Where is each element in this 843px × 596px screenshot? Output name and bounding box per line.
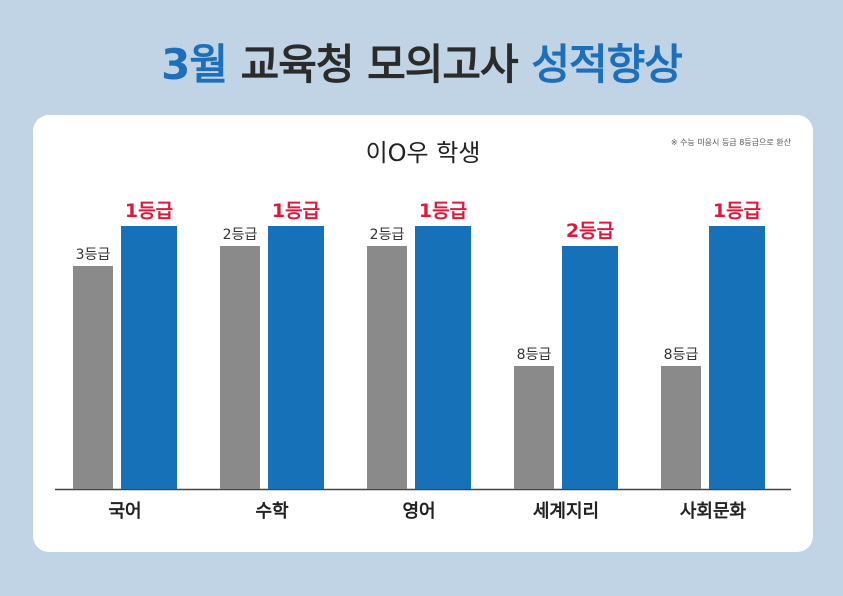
bar-after-1: [121, 226, 177, 489]
headline: 3월 교육청 모의고사 성적향상: [0, 38, 843, 92]
bar-after-4: [562, 246, 618, 489]
bar-before-5: [661, 366, 701, 489]
category-label-5: 사회문화: [680, 501, 747, 522]
headline-exam: 교육청 모의고사: [240, 40, 519, 89]
category-label-4: 세계지리: [533, 501, 599, 522]
label-after-1: 1등급: [125, 200, 173, 222]
label-before-4: 8등급: [517, 347, 552, 363]
label-after-5: 1등급: [713, 200, 761, 222]
category-label-1: 국어: [108, 501, 141, 522]
label-before-3: 2등급: [370, 227, 405, 243]
bar-before-4: [514, 366, 554, 489]
label-before-2: 2등급: [223, 227, 258, 243]
headline-improvement: 성적향상: [531, 40, 683, 89]
label-after-3: 1등급: [419, 200, 467, 222]
bar-after-5: [709, 226, 765, 489]
category-label-3: 영어: [402, 501, 435, 522]
bar-before-2: [220, 246, 260, 489]
label-after-2: 1등급: [272, 200, 320, 222]
chart-note: ※ 수능 미응시 등급 8등급으로 환산: [670, 138, 791, 147]
bar-after-3: [415, 226, 471, 489]
headline-month: 3월: [161, 40, 228, 89]
bar-before-1: [73, 266, 113, 489]
category-label-2: 수학: [255, 500, 289, 522]
chart-title: 이O우 학생: [365, 139, 481, 167]
label-before-1: 3등급: [76, 247, 111, 263]
bar-before-3: [367, 246, 407, 489]
label-before-5: 8등급: [664, 347, 699, 363]
label-after-4: 2등급: [566, 220, 614, 242]
bar-after-2: [268, 226, 324, 489]
